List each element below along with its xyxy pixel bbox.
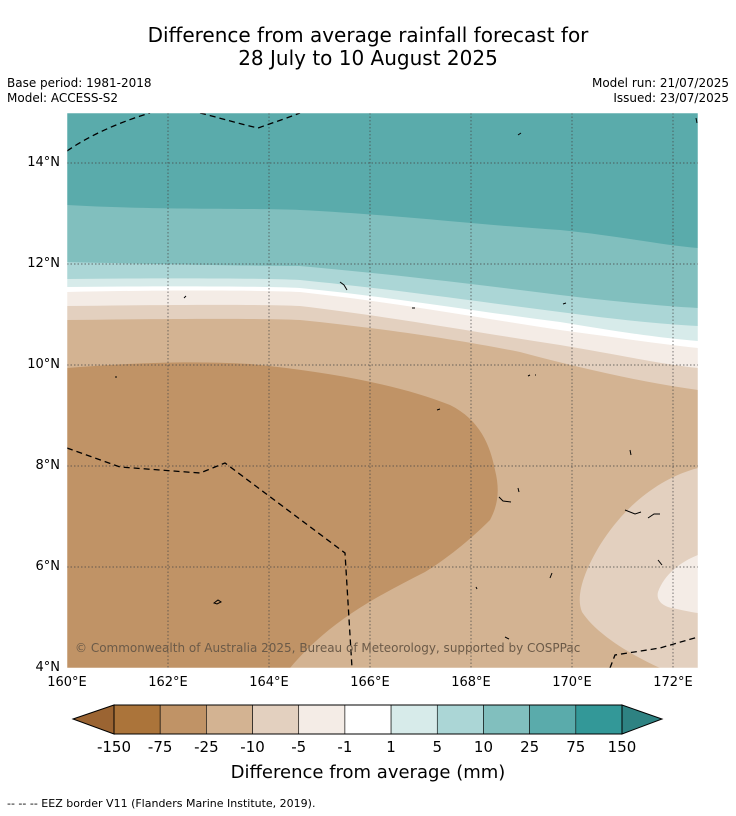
colorbar-tick-label: -75 [147,738,173,756]
colorbar-tick-label: -5 [291,738,307,756]
colorbar-tick-label: 150 [607,738,637,756]
colorbar-swatch-9 [483,704,530,735]
band-neg75-neg25 [67,362,498,668]
map-title-line1: Difference from average rainfall forecas… [147,23,589,47]
colorbar-swatch-2 [159,704,207,735]
colorbar-label: Difference from average (mm) [230,762,506,783]
colorbar-tick-label: -150 [96,738,132,756]
colorbar-above-arrow [621,704,664,735]
meta-left: Base period: 1981-2018 Model: ACCESS-S2 [7,76,152,106]
colorbar-tick-label: 1 [386,738,396,756]
base-period-text: Base period: 1981-2018 [7,76,152,90]
x-tick-168e: 168°E [451,675,491,690]
y-tick-12n: 12°N [27,256,60,271]
y-tick-6n: 6°N [35,559,61,574]
colorbar-swatch-4 [252,704,300,735]
y-tick-8n: 8°N [35,458,61,473]
y-tick-4n: 4°N [35,660,61,675]
islands [115,117,698,640]
colorbar-tick-label: 75 [566,738,586,756]
colorbar-swatch-6 [344,704,392,735]
meta-right: Model run: 21/07/2025 Issued: 23/07/2025 [592,76,729,106]
colorbar-tick-label: 5 [432,738,443,756]
colorbar-swatch-5 [298,704,346,735]
colorbar-tick-label: -1 [337,738,353,756]
y-tick-14n: 14°N [27,155,60,170]
colorbar [71,704,664,735]
x-tick-160e: 160°E [47,675,87,690]
x-tick-172e: 172°E [653,675,693,690]
pocket-neg5-neg1 [657,555,698,613]
y-tick-10n: 10°N [27,357,60,372]
eez-border [67,113,698,668]
x-tick-170e: 170°E [552,675,592,690]
graticule [67,113,698,668]
colorbar-swatch-3 [206,704,253,735]
colorbar-swatch-10 [529,704,577,735]
colorbar-below-arrow [71,704,115,735]
issued-text: Issued: 23/07/2025 [613,91,729,105]
rainfall-anomaly-map [67,113,698,668]
x-tick-162e: 162°E [148,675,188,690]
colorbar-tick-label: 25 [520,738,540,756]
x-tick-164e: 164°E [249,675,289,690]
colorbar-swatch-8 [436,704,484,735]
colorbar-swatch-11 [575,704,623,735]
copyright-notice: © Commonwealth of Australia 2025, Bureau… [75,641,581,655]
model-text: Model: ACCESS-S2 [7,91,119,105]
colorbar-swatch-1 [113,704,161,735]
colorbar-tick-label: 10 [473,738,493,756]
colorbar-tick-label: -25 [194,738,219,756]
pocket-neg10-neg5 [579,468,698,668]
x-tick-166e: 166°E [350,675,390,690]
colorbar-tick-label: -10 [240,738,265,756]
model-run-text: Model run: 21/07/2025 [591,76,729,90]
colorbar-swatch-7 [390,704,438,735]
eez-legend-note: -- -- -- EEZ border V11 (Flanders Marine… [7,797,316,810]
map-title-line2: 28 July to 10 August 2025 [238,46,498,70]
